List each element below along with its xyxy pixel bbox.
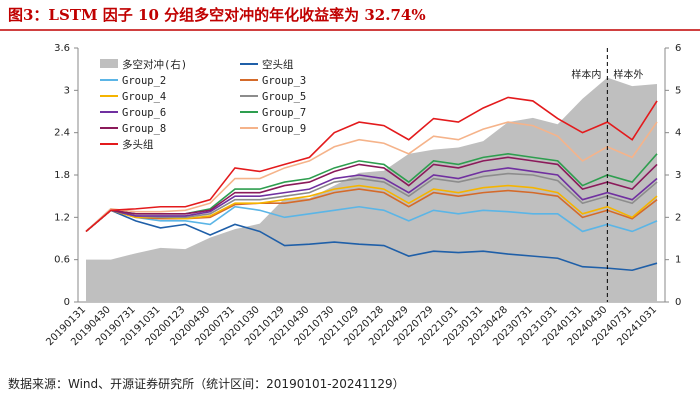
y2-tick-label: 1 [675, 255, 681, 266]
chart-title: 图3：LSTM 因子 10 分组多空对冲的年化收益率为 32.74% [8, 6, 426, 24]
legend-label: Group_8 [122, 123, 166, 135]
legend-label: Group_4 [122, 91, 166, 103]
series-line [85, 205, 658, 233]
y2-tick-label: 6 [675, 43, 681, 54]
y2-tick-label: 0 [675, 297, 681, 308]
series-line [85, 172, 658, 233]
y2-tick-label: 2 [675, 212, 681, 223]
y2-tick-label: 3 [675, 170, 681, 181]
series-line [85, 121, 658, 233]
y-tick-label: 0.6 [54, 255, 70, 266]
legend-label: Group_3 [262, 75, 306, 87]
legend-label: Group_2 [122, 75, 166, 87]
legend-label: Group_9 [262, 123, 306, 135]
y-tick-label: 3.6 [54, 43, 70, 54]
y2-tick-label: 5 [675, 85, 681, 96]
legend-label: 空头组 [262, 58, 294, 71]
y-tick-label: 1.8 [54, 170, 70, 181]
legend-label: Group_6 [122, 107, 166, 119]
y2-tick-label: 4 [675, 128, 681, 139]
source-note: 数据来源：Wind、开源证券研究所（统计区间：20190101-20241129… [8, 376, 405, 391]
annotation: 样本外 [613, 68, 643, 81]
series-line [85, 167, 658, 233]
annotation: 样本内 [571, 68, 601, 81]
legend-label: 多空对冲(右) [122, 58, 187, 71]
series-line [85, 96, 658, 233]
y-tick-label: 1.2 [54, 212, 70, 223]
y-tick-label: 2.4 [54, 128, 70, 139]
series-line [85, 156, 658, 233]
area [86, 77, 657, 302]
legend-swatch [100, 59, 118, 68]
legend-label: Group_7 [262, 107, 306, 119]
series-line [85, 184, 658, 233]
series-line [85, 209, 658, 272]
y-tick-label: 3 [64, 85, 70, 96]
legend-label: Group_5 [262, 91, 306, 103]
legend-label: 多头组 [122, 138, 154, 151]
y-tick-label: 0 [64, 297, 70, 308]
